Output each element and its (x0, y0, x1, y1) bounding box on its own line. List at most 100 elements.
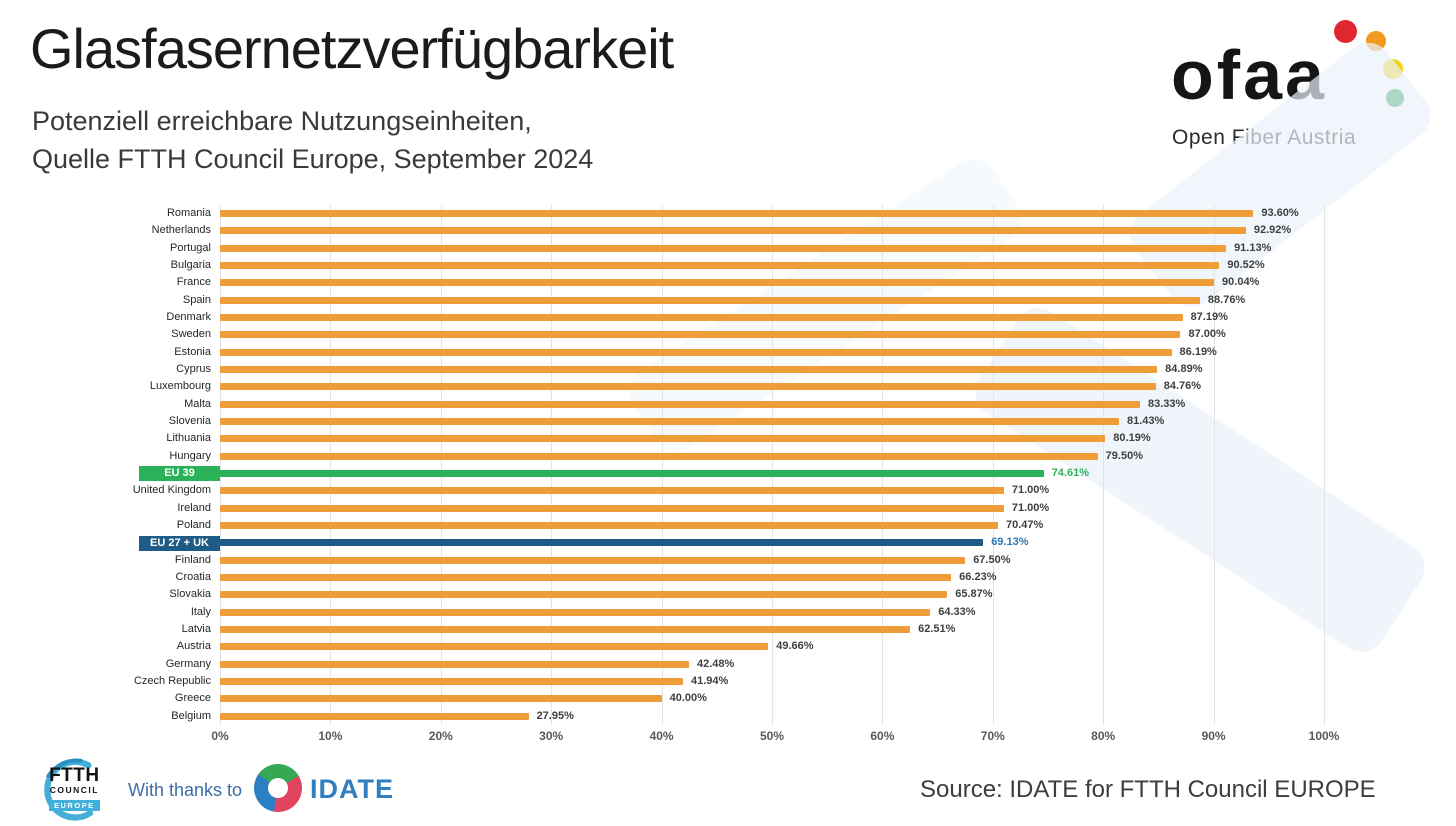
country-label: Slovakia (169, 588, 211, 601)
axis-tick-label: 0% (211, 729, 229, 743)
value-label: 90.04% (1222, 276, 1260, 289)
value-label: 27.95% (536, 709, 574, 722)
bar-chart: Romania 93.60% Netherlands 92.92% Portugal 91… (0, 205, 1456, 750)
country-label: France (176, 276, 211, 289)
chart-row: Germany 42.48% (166, 656, 1324, 673)
bar (220, 452, 1098, 460)
value-label: 64.33% (938, 605, 976, 618)
country-label: Greece (174, 692, 211, 705)
chart-row: EU 27 + UK 69.13% (139, 534, 1324, 551)
bar (220, 210, 1254, 217)
value-label: 90.52% (1227, 259, 1265, 271)
ftth-logo-line3: EUROPE (49, 800, 100, 811)
value-label: 71.00% (1011, 484, 1050, 497)
bar (220, 539, 984, 547)
chart-row: Ireland 71.00% (177, 500, 1324, 517)
bar (220, 678, 684, 685)
axis-tick-label: 50% (759, 729, 785, 743)
gridline (220, 205, 221, 725)
country-label: Denmark (166, 311, 211, 323)
bar (220, 383, 1156, 391)
value-label: 41.94% (691, 675, 729, 687)
bar (220, 556, 966, 564)
idate-logo-icon (254, 764, 302, 812)
bar (220, 262, 1220, 269)
gridline (1324, 205, 1325, 725)
country-label: Ireland (177, 501, 211, 514)
chart-row: United Kingdom 71.00% (133, 482, 1324, 499)
value-label: 81.43% (1126, 415, 1165, 427)
bar (220, 712, 529, 720)
value-label: 80.19% (1113, 432, 1151, 445)
country-label: Bulgaria (170, 259, 211, 271)
chart-row: Portugal 91.13% (170, 240, 1324, 257)
chart-row: EU 39 74.61% (139, 465, 1324, 482)
bar (220, 366, 1158, 373)
country-label: Slovenia (168, 415, 211, 427)
country-label: Lithuania (166, 432, 211, 445)
bar (220, 695, 662, 703)
chart-row: Italy 64.33% (191, 604, 1324, 621)
bar (220, 470, 1044, 477)
value-label: 84.76% (1163, 380, 1202, 393)
chart-row: Estonia 86.19% (174, 344, 1324, 361)
value-label: 88.76% (1207, 293, 1246, 306)
chart-row: Cyprus 84.89% (176, 361, 1324, 378)
bar (220, 608, 931, 616)
bar (220, 435, 1106, 443)
chart-row: Latvia 62.51% (182, 621, 1324, 638)
page-subtitle: Potenziell erreichbare Nutzungseinheiten… (32, 102, 593, 178)
ftth-swoosh-icon (44, 758, 94, 821)
axis-tick-label: 60% (870, 729, 895, 743)
idate-wordmark: IDATE (310, 774, 394, 804)
value-label: 74.61% (1051, 467, 1089, 479)
value-label: 71.00% (1011, 501, 1050, 514)
gridline (772, 205, 773, 725)
page-title: Glasfasernetzverfügbarkeit (30, 17, 674, 80)
country-label: Italy (190, 605, 211, 618)
ftth-council-europe-logo: FTTH COUNCIL EUROPE (33, 756, 113, 824)
country-label: Germany (165, 657, 211, 670)
chart-row: Greece 40.00% (175, 690, 1324, 707)
ftth-logo-text: FTTH COUNCIL EUROPE (49, 766, 100, 813)
value-label: 84.89% (1165, 363, 1203, 375)
chart-row: Lithuania 80.19% (166, 430, 1324, 447)
chart-row: Slovenia 81.43% (169, 413, 1324, 430)
bar (220, 314, 1183, 321)
thanks-text: With thanks to (128, 780, 243, 800)
chart-row: Finland 67.50% (175, 552, 1324, 569)
country-label: Finland (174, 553, 211, 566)
chart-row: Bulgaria 90.52% (171, 257, 1324, 274)
bar (220, 244, 1227, 252)
ftth-logo-line1: FTTH (49, 765, 100, 786)
axis-tick-label: 90% (1201, 729, 1226, 743)
value-label: 87.19% (1190, 311, 1228, 323)
bar (220, 227, 1246, 235)
chart-row: France 90.04% (177, 274, 1324, 291)
gridline (440, 205, 442, 725)
gridline (661, 205, 663, 725)
axis-tick-label: 100% (1308, 729, 1340, 743)
value-label: 67.50% (973, 553, 1011, 566)
value-label: 91.13% (1234, 241, 1272, 254)
gridline (882, 205, 884, 725)
bar (220, 331, 1181, 339)
chart-row: Slovakia 65.87% (169, 586, 1324, 603)
country-label: Malta (184, 397, 211, 410)
chart-row: Hungary 79.50% (169, 448, 1324, 465)
gridline (1103, 205, 1105, 725)
value-label: 62.51% (918, 623, 956, 635)
axis-tick-label: 30% (539, 729, 564, 743)
chart-row: Czech Republic 41.94% (134, 673, 1324, 690)
bar (220, 574, 952, 581)
subtitle-line-2: Quelle FTTH Council Europe, September 20… (32, 144, 594, 174)
chart-row: Netherlands 92.92% (152, 222, 1324, 239)
gridline (1213, 205, 1215, 725)
gridline (992, 205, 994, 725)
value-label: 86.19% (1179, 345, 1217, 358)
country-label: Estonia (174, 345, 211, 358)
country-label: Netherlands (151, 224, 211, 237)
plot-area: Romania 93.60% Netherlands 92.92% Portugal 91… (133, 205, 1325, 725)
axis-tick-label: 10% (318, 729, 343, 743)
